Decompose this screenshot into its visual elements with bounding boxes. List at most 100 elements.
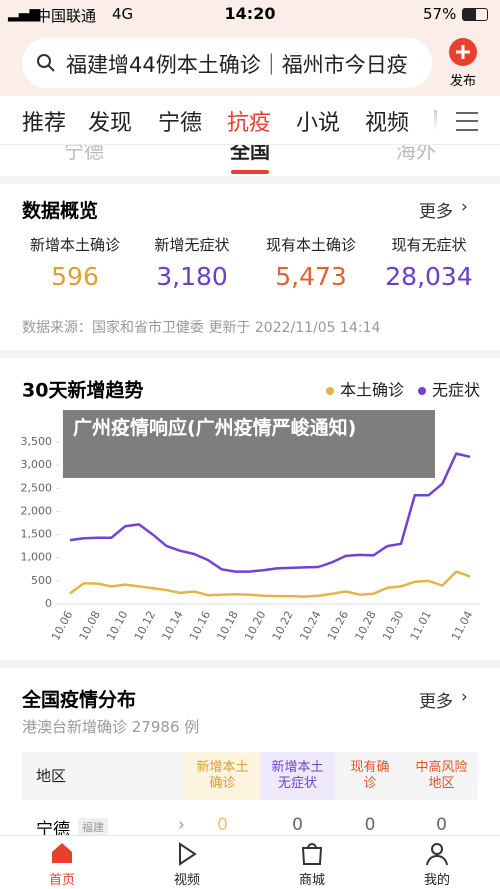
sub-tab[interactable]: 宁德: [64, 145, 104, 163]
line-series: [69, 570, 471, 598]
nav-label[interactable]: 商城: [298, 873, 326, 888]
x-tick-label: 10.26: [325, 609, 351, 643]
table-cell: 0: [292, 815, 303, 835]
chevron: ›: [178, 815, 185, 835]
y-tick-label: 2,000: [21, 504, 53, 517]
header-text: 新增本土无症状: [271, 760, 324, 791]
x-tick-label: 10.24: [297, 609, 323, 643]
stat-value: 3,180: [156, 262, 228, 291]
chevron: ›: [461, 687, 468, 707]
legend-label: 无症状: [432, 381, 480, 400]
tab[interactable]: 抗疫: [227, 111, 272, 136]
header-text: 新增本土确诊: [196, 760, 249, 791]
time: 14:20: [224, 4, 276, 23]
province-tag: 福建: [78, 818, 108, 836]
overlay[interactable]: 广州疫情响应(广州疫情严峻通知): [63, 410, 435, 478]
search-icon: [37, 54, 55, 72]
battery: 57%: [423, 5, 457, 23]
x-tick-label: 10.14: [159, 609, 185, 643]
y-tick-label: 1,000: [21, 551, 53, 564]
section-title: 全国疫情分布: [22, 689, 137, 711]
network: 4G: [112, 5, 134, 23]
table-header-cell: 地区: [22, 752, 185, 800]
header-text: 中高风险地区: [415, 760, 468, 791]
x-tick-label: 10.16: [187, 609, 213, 643]
more-link[interactable]: 更多: [419, 692, 453, 712]
tab[interactable]: 视频: [365, 111, 410, 136]
table-header-cell: 现有确诊: [335, 752, 405, 800]
chevron: ›: [461, 197, 468, 217]
x-tick-label: 10.22: [270, 609, 296, 643]
stat-value: 28,034: [385, 262, 473, 291]
tab[interactable]: 发现: [88, 111, 133, 136]
overlay-title: 广州疫情响应(广州疫情严峻通知): [73, 417, 357, 439]
legend-swatch: [418, 387, 426, 395]
search-box[interactable]: 福建增44例本土确诊｜福州市今日疫: [22, 38, 432, 88]
stat-value: 596: [51, 262, 99, 291]
fade: [434, 110, 437, 130]
table-header-cell: 中高风险地区: [405, 752, 478, 800]
table-header-cell: 新增本土确诊: [185, 752, 260, 800]
tab[interactable]: 推荐: [22, 111, 67, 136]
divider: [0, 176, 500, 184]
data-source: 数据来源：国家和省市卫健委 更新于 2022/11/05 14:14: [22, 320, 381, 336]
legend-label: 本土确诊: [340, 381, 404, 400]
sub-tab-indicator: [231, 170, 269, 174]
sub-tab[interactable]: 海外: [396, 145, 436, 163]
table-cell: 0: [436, 815, 447, 835]
tab[interactable]: 宁德: [158, 111, 203, 136]
y-tick-label: 500: [31, 574, 52, 587]
x-tick-label: 10.28: [352, 609, 378, 643]
nav-label[interactable]: 首页: [48, 873, 76, 888]
more-link[interactable]: 更多: [419, 202, 453, 222]
x-tick-label: 10.06: [49, 609, 75, 643]
stat-value: 5,473: [275, 262, 347, 291]
x-tick-label: 11.01: [408, 609, 434, 643]
stat-label: 现有无症状: [391, 236, 467, 254]
nav-icon[interactable]: [48, 840, 76, 868]
tab[interactable]: 小说: [296, 111, 341, 136]
x-tick-label: 10.20: [242, 609, 268, 643]
publish-icon[interactable]: [449, 38, 477, 66]
section-title: 数据概览: [22, 200, 99, 222]
x-tick-label: 10.08: [77, 609, 103, 643]
chart: 30天新增趋势 0 500 1,000 1,500 2,000 2,500 3,000 3,5…: [21, 379, 481, 643]
menu-icon[interactable]: [456, 112, 478, 131]
sub-tab[interactable]: 全国: [230, 145, 270, 163]
battery-icon: [462, 8, 488, 21]
table-cell: 0: [364, 815, 376, 835]
header-text: 地区: [36, 767, 67, 785]
y-tick-label: 0: [45, 597, 52, 610]
subtitle: 港澳台新增确诊 27986 例: [22, 718, 200, 736]
chart-title: 30天新增趋势: [22, 379, 143, 402]
x-tick-label: 11.04: [449, 609, 475, 643]
header-text: 现有确诊: [350, 760, 390, 791]
y-tick-label: 2,500: [21, 481, 53, 494]
table-header-cell: 新增本土无症状: [260, 752, 335, 800]
legend-swatch: [326, 387, 334, 395]
x-tick-label: 10.12: [132, 609, 158, 643]
x-tick-label: 10.30: [380, 609, 406, 643]
publish-label[interactable]: 发布: [449, 74, 477, 89]
sub-tab-bar: 宁德 全国 海外: [0, 145, 500, 176]
nav-icon[interactable]: [298, 840, 326, 868]
nav-icon[interactable]: [173, 840, 201, 868]
x-tick-label: 10.18: [215, 609, 241, 643]
nav-label[interactable]: 我的: [423, 873, 451, 888]
nav-label[interactable]: 视频: [173, 873, 201, 888]
divider: [0, 660, 500, 668]
search-query: 福建增44例本土确诊｜福州市今日疫: [66, 53, 408, 77]
carrier: 中国联通: [36, 7, 97, 25]
y-tick-label: 3,000: [21, 458, 53, 471]
stat-label: 新增本土确诊: [29, 236, 121, 254]
x-tick-label: 10.10: [104, 609, 130, 643]
divider: [0, 350, 500, 358]
bottom-nav: 首页 视频 商城 我的: [0, 835, 500, 889]
table-cell: 0: [217, 815, 228, 835]
stat-label: 新增无症状: [154, 236, 230, 254]
nav-icon[interactable]: [423, 840, 451, 868]
tab-bar: 推荐 发现 宁德 抗疫 小说 视频: [0, 96, 500, 145]
stat-label: 现有本土确诊: [265, 236, 357, 254]
y-tick-label: 3,500: [21, 435, 53, 448]
